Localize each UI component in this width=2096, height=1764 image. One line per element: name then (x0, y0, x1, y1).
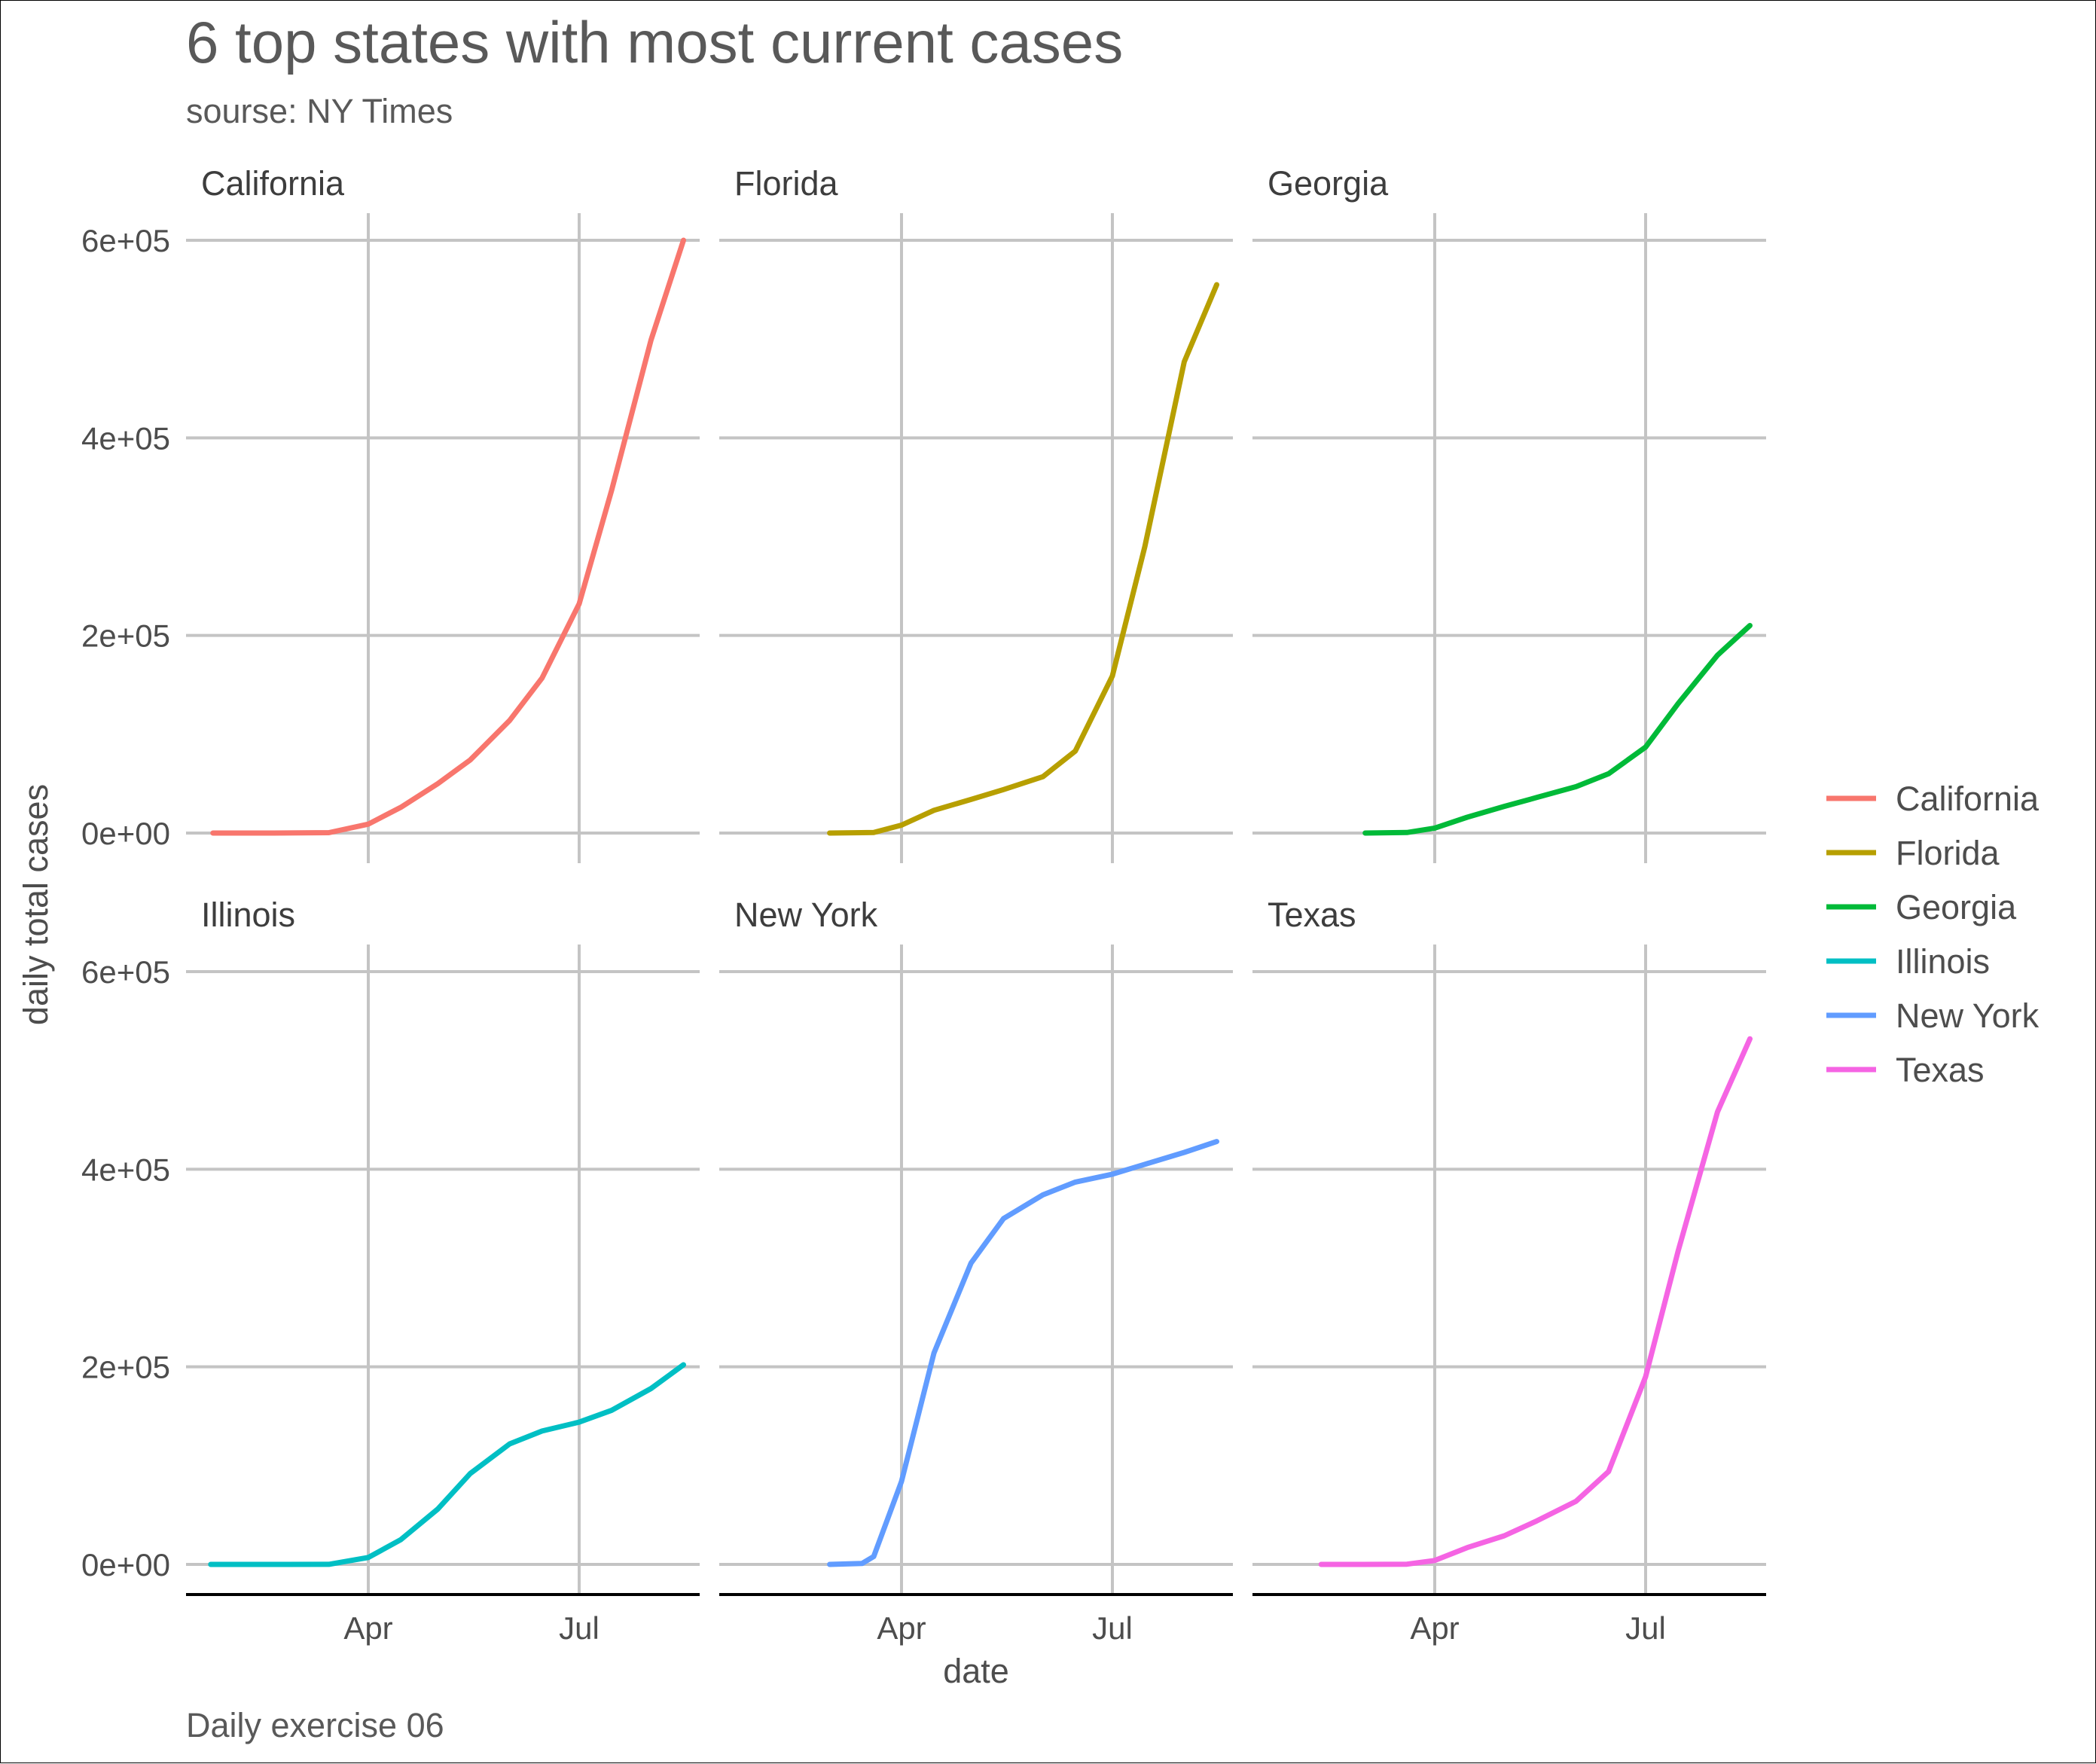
chart-title: 6 top states with most current cases (186, 9, 1123, 75)
x-tick-label: Jul (1625, 1610, 1666, 1646)
legend-label-florida: Florida (1896, 834, 2000, 872)
legend-label-illinois: Illinois (1896, 942, 1990, 981)
x-axis-title: date (943, 1652, 1009, 1690)
legend-label-texas: Texas (1896, 1051, 1985, 1089)
facet-panel-new-york: New York Apr Jul (719, 896, 1233, 1646)
facet-panel-texas: Texas Apr Jul (1252, 896, 1766, 1646)
legend-item-california: California (1826, 780, 2040, 818)
facet-label-florida: Florida (734, 164, 839, 203)
facet-label-georgia: Georgia (1268, 164, 1389, 203)
legend-item-texas: Texas (1826, 1051, 1985, 1089)
legend-item-illinois: Illinois (1826, 942, 1990, 981)
x-tick-label: Apr (1410, 1610, 1459, 1646)
y-axis-title: daily total cases (17, 784, 55, 1025)
facet-label-illinois: Illinois (201, 896, 295, 934)
y-tick-label: 6e+05 (81, 223, 170, 258)
x-tick-label: Apr (343, 1610, 392, 1646)
y-tick-label: 2e+05 (81, 1350, 170, 1385)
facet-panel-california: California 0e+00 2e+05 4e+05 6e+05 (81, 164, 700, 863)
series-line-florida (827, 282, 1219, 836)
y-tick-label: 4e+05 (81, 1152, 170, 1187)
y-tick-label: 6e+05 (81, 954, 170, 990)
x-tick-label: Jul (559, 1610, 600, 1646)
legend-label-california: California (1896, 780, 2040, 818)
legend: California Florida Georgia Illinois New York… (1826, 780, 2040, 1089)
y-tick-label: 4e+05 (81, 420, 170, 456)
x-tick-label: Apr (877, 1610, 926, 1646)
facet-panel-georgia: Georgia (1252, 164, 1766, 863)
y-tick-label: 2e+05 (81, 618, 170, 654)
facet-panel-illinois: Illinois 0e+00 2e+05 4e+05 6e+05 Apr Jul (81, 896, 700, 1646)
facet-label-california: California (201, 164, 345, 203)
legend-item-florida: Florida (1826, 834, 2000, 872)
facet-panels: California 0e+00 2e+05 4e+05 6e+05 Florida Geo… (81, 164, 1766, 1646)
chart-subtitle: sourse: NY Times (186, 92, 453, 130)
facet-panel-florida: Florida (719, 164, 1233, 863)
x-tick-label: Jul (1092, 1610, 1133, 1646)
series-line-georgia (1362, 623, 1753, 836)
facet-label-texas: Texas (1268, 896, 1356, 934)
legend-label-georgia: Georgia (1896, 888, 2017, 926)
y-tick-label: 0e+00 (81, 1547, 170, 1582)
series-line-texas (1318, 1036, 1753, 1567)
legend-label-new-york: New York (1896, 996, 2040, 1035)
chart-caption: Daily exercise 06 (186, 1706, 444, 1744)
legend-item-new-york: New York (1826, 996, 2040, 1035)
y-tick-label: 0e+00 (81, 816, 170, 851)
series-line-california (210, 237, 686, 836)
series-line-new-york (827, 1139, 1219, 1567)
facet-label-new-york: New York (734, 896, 878, 934)
legend-item-georgia: Georgia (1826, 888, 2017, 926)
series-line-illinois (208, 1362, 686, 1567)
